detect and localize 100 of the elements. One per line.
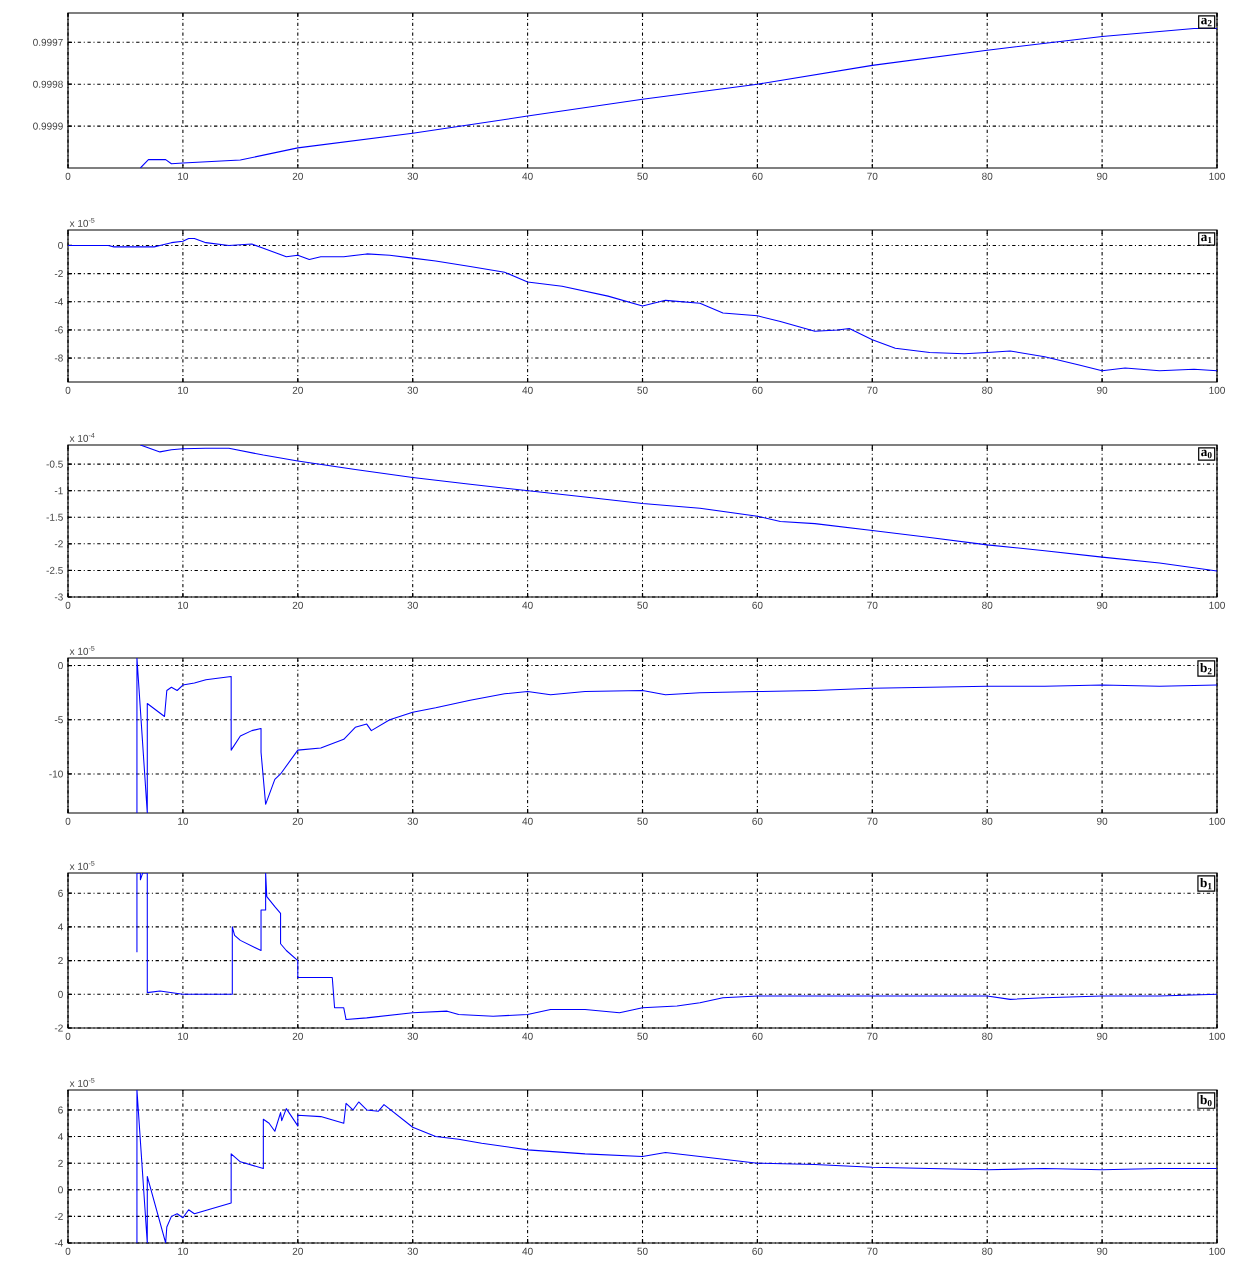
y-tick-label: -2 [54, 1024, 63, 1032]
x-tick-label: 80 [982, 1247, 993, 1255]
y-tick-label: 6 [58, 1106, 63, 1114]
x-tick-label: 0 [65, 1032, 71, 1040]
x-tick-label: 80 [982, 386, 993, 394]
line-series [136, 1090, 1218, 1243]
text: x 10$^{-5}$ [69, 217, 95, 227]
x-tick-label: 90 [1097, 1032, 1108, 1040]
annotation: b$_{0}$ [1200, 1094, 1212, 1107]
annotation: a$_{0}$ [1201, 449, 1212, 459]
x-tick-label: 70 [867, 1032, 878, 1040]
x-tick-label: 70 [867, 601, 878, 609]
x-tick-label: 90 [1097, 817, 1108, 825]
x-tick-label: 0 [65, 172, 71, 180]
y-tick-label: -10 [49, 770, 63, 778]
y-tick-label: -2 [54, 540, 63, 548]
y-tick-label: -2 [54, 270, 63, 278]
x-tick-label: 40 [522, 601, 533, 609]
text: x 10$^{-5}$ [69, 645, 95, 655]
y-tick-label: 4 [57, 1133, 63, 1140]
x-tick-label: 60 [752, 601, 763, 609]
x-tick-label: 60 [752, 817, 763, 825]
y-tick-label: 0 [58, 990, 63, 998]
x-tick-label: 60 [752, 1032, 763, 1040]
x-tick-label: 90 [1097, 172, 1108, 180]
x-tick-label: 50 [637, 601, 648, 609]
text: x 10$^{-4}$ [69, 432, 95, 442]
x-tick-label: 100 [1209, 1032, 1225, 1040]
x-tick-label: 80 [982, 817, 993, 825]
x-tick-label: 0 [65, 386, 71, 394]
x-tick-label: 100 [1209, 601, 1225, 609]
y-tick-label: 0.9998 [33, 80, 63, 88]
x-tick-label: 10 [178, 172, 189, 180]
x-tick-label: 20 [292, 1032, 303, 1040]
annotation: a$_{1}$ [1201, 234, 1212, 244]
x-tick-label: 0 [65, 601, 71, 609]
y-tick-label: 0.9999 [33, 122, 63, 130]
x-tick-label: 30 [407, 172, 418, 180]
x-tick-label: 10 [178, 1032, 189, 1040]
y-tick-label: 0 [58, 241, 63, 250]
x-tick-label: 100 [1209, 172, 1225, 180]
x-tick-label: 80 [982, 172, 993, 180]
x-tick-label: 20 [292, 817, 303, 825]
x-tick-label: 20 [292, 386, 303, 394]
x-tick-label: 20 [292, 601, 303, 609]
y-tick-label: 0.9997 [33, 38, 63, 46]
x-tick-label: 100 [1209, 817, 1225, 825]
x-tick-label: 0 [65, 1247, 71, 1255]
x-tick-label: 10 [178, 1247, 189, 1255]
annotation: b$_{2}$ [1200, 662, 1212, 675]
text: x 10$^{-5}$ [69, 860, 95, 870]
y-tick-label: -4 [54, 298, 63, 306]
x-tick-label: 30 [407, 1247, 418, 1255]
y-tick-label: -1.5 [46, 513, 63, 521]
annotation: b$_{1}$ [1200, 877, 1212, 890]
y-tick-label: 4 [57, 923, 63, 931]
x-tick-label: 30 [407, 817, 418, 825]
y-tick-label: 0 [58, 1186, 63, 1194]
x-tick-label: 30 [407, 601, 418, 609]
x-tick-label: 30 [407, 386, 418, 394]
annotation: a$_{2}$ [1201, 17, 1212, 27]
y-tick-label: -1 [54, 487, 63, 495]
x-tick-label: 90 [1097, 601, 1108, 609]
y-tick-label: 2 [58, 1159, 63, 1167]
x-tick-label: 20 [292, 1247, 303, 1255]
x-tick-label: 50 [637, 172, 648, 180]
x-tick-label: 10 [178, 386, 189, 394]
y-tick-label: -8 [54, 354, 63, 362]
x-tick-label: 70 [867, 1247, 878, 1255]
y-tick-label: -6 [54, 326, 63, 334]
y-tick-label: -2.5 [46, 566, 63, 574]
y-tick-label: 0 [58, 662, 63, 670]
x-tick-label: 40 [522, 1247, 533, 1255]
y-tick-label: -2 [54, 1212, 63, 1220]
y-tick-label: 2 [58, 957, 63, 965]
y-tick-label: -3 [54, 593, 63, 601]
x-tick-label: 70 [867, 817, 878, 825]
x-tick-label: 100 [1209, 1247, 1225, 1255]
x-tick-label: 60 [752, 386, 763, 394]
x-tick-label: 10 [178, 601, 189, 609]
x-tick-label: 40 [522, 386, 533, 394]
y-tick-label: -4 [54, 1239, 63, 1247]
x-tick-label: 40 [522, 817, 533, 825]
y-tick-label: 6 [58, 889, 63, 897]
y-tick-label: -0.5 [46, 460, 63, 468]
text: x 10$^{-5}$ [69, 1077, 95, 1087]
x-tick-label: 100 [1209, 386, 1225, 394]
x-tick-label: 80 [982, 601, 993, 609]
x-tick-label: 90 [1097, 1247, 1108, 1255]
x-tick-label: 10 [178, 817, 189, 825]
x-tick-label: 0 [65, 817, 71, 825]
x-tick-label: 70 [867, 172, 878, 180]
line-series [136, 657, 1218, 813]
x-tick-label: 70 [867, 386, 878, 394]
x-tick-label: 50 [637, 817, 648, 825]
x-tick-label: 50 [637, 1032, 648, 1040]
y-tick-label: -5 [54, 716, 63, 724]
x-tick-label: 50 [637, 1247, 648, 1255]
x-tick-label: 40 [522, 172, 533, 180]
x-tick-label: 20 [292, 172, 303, 180]
